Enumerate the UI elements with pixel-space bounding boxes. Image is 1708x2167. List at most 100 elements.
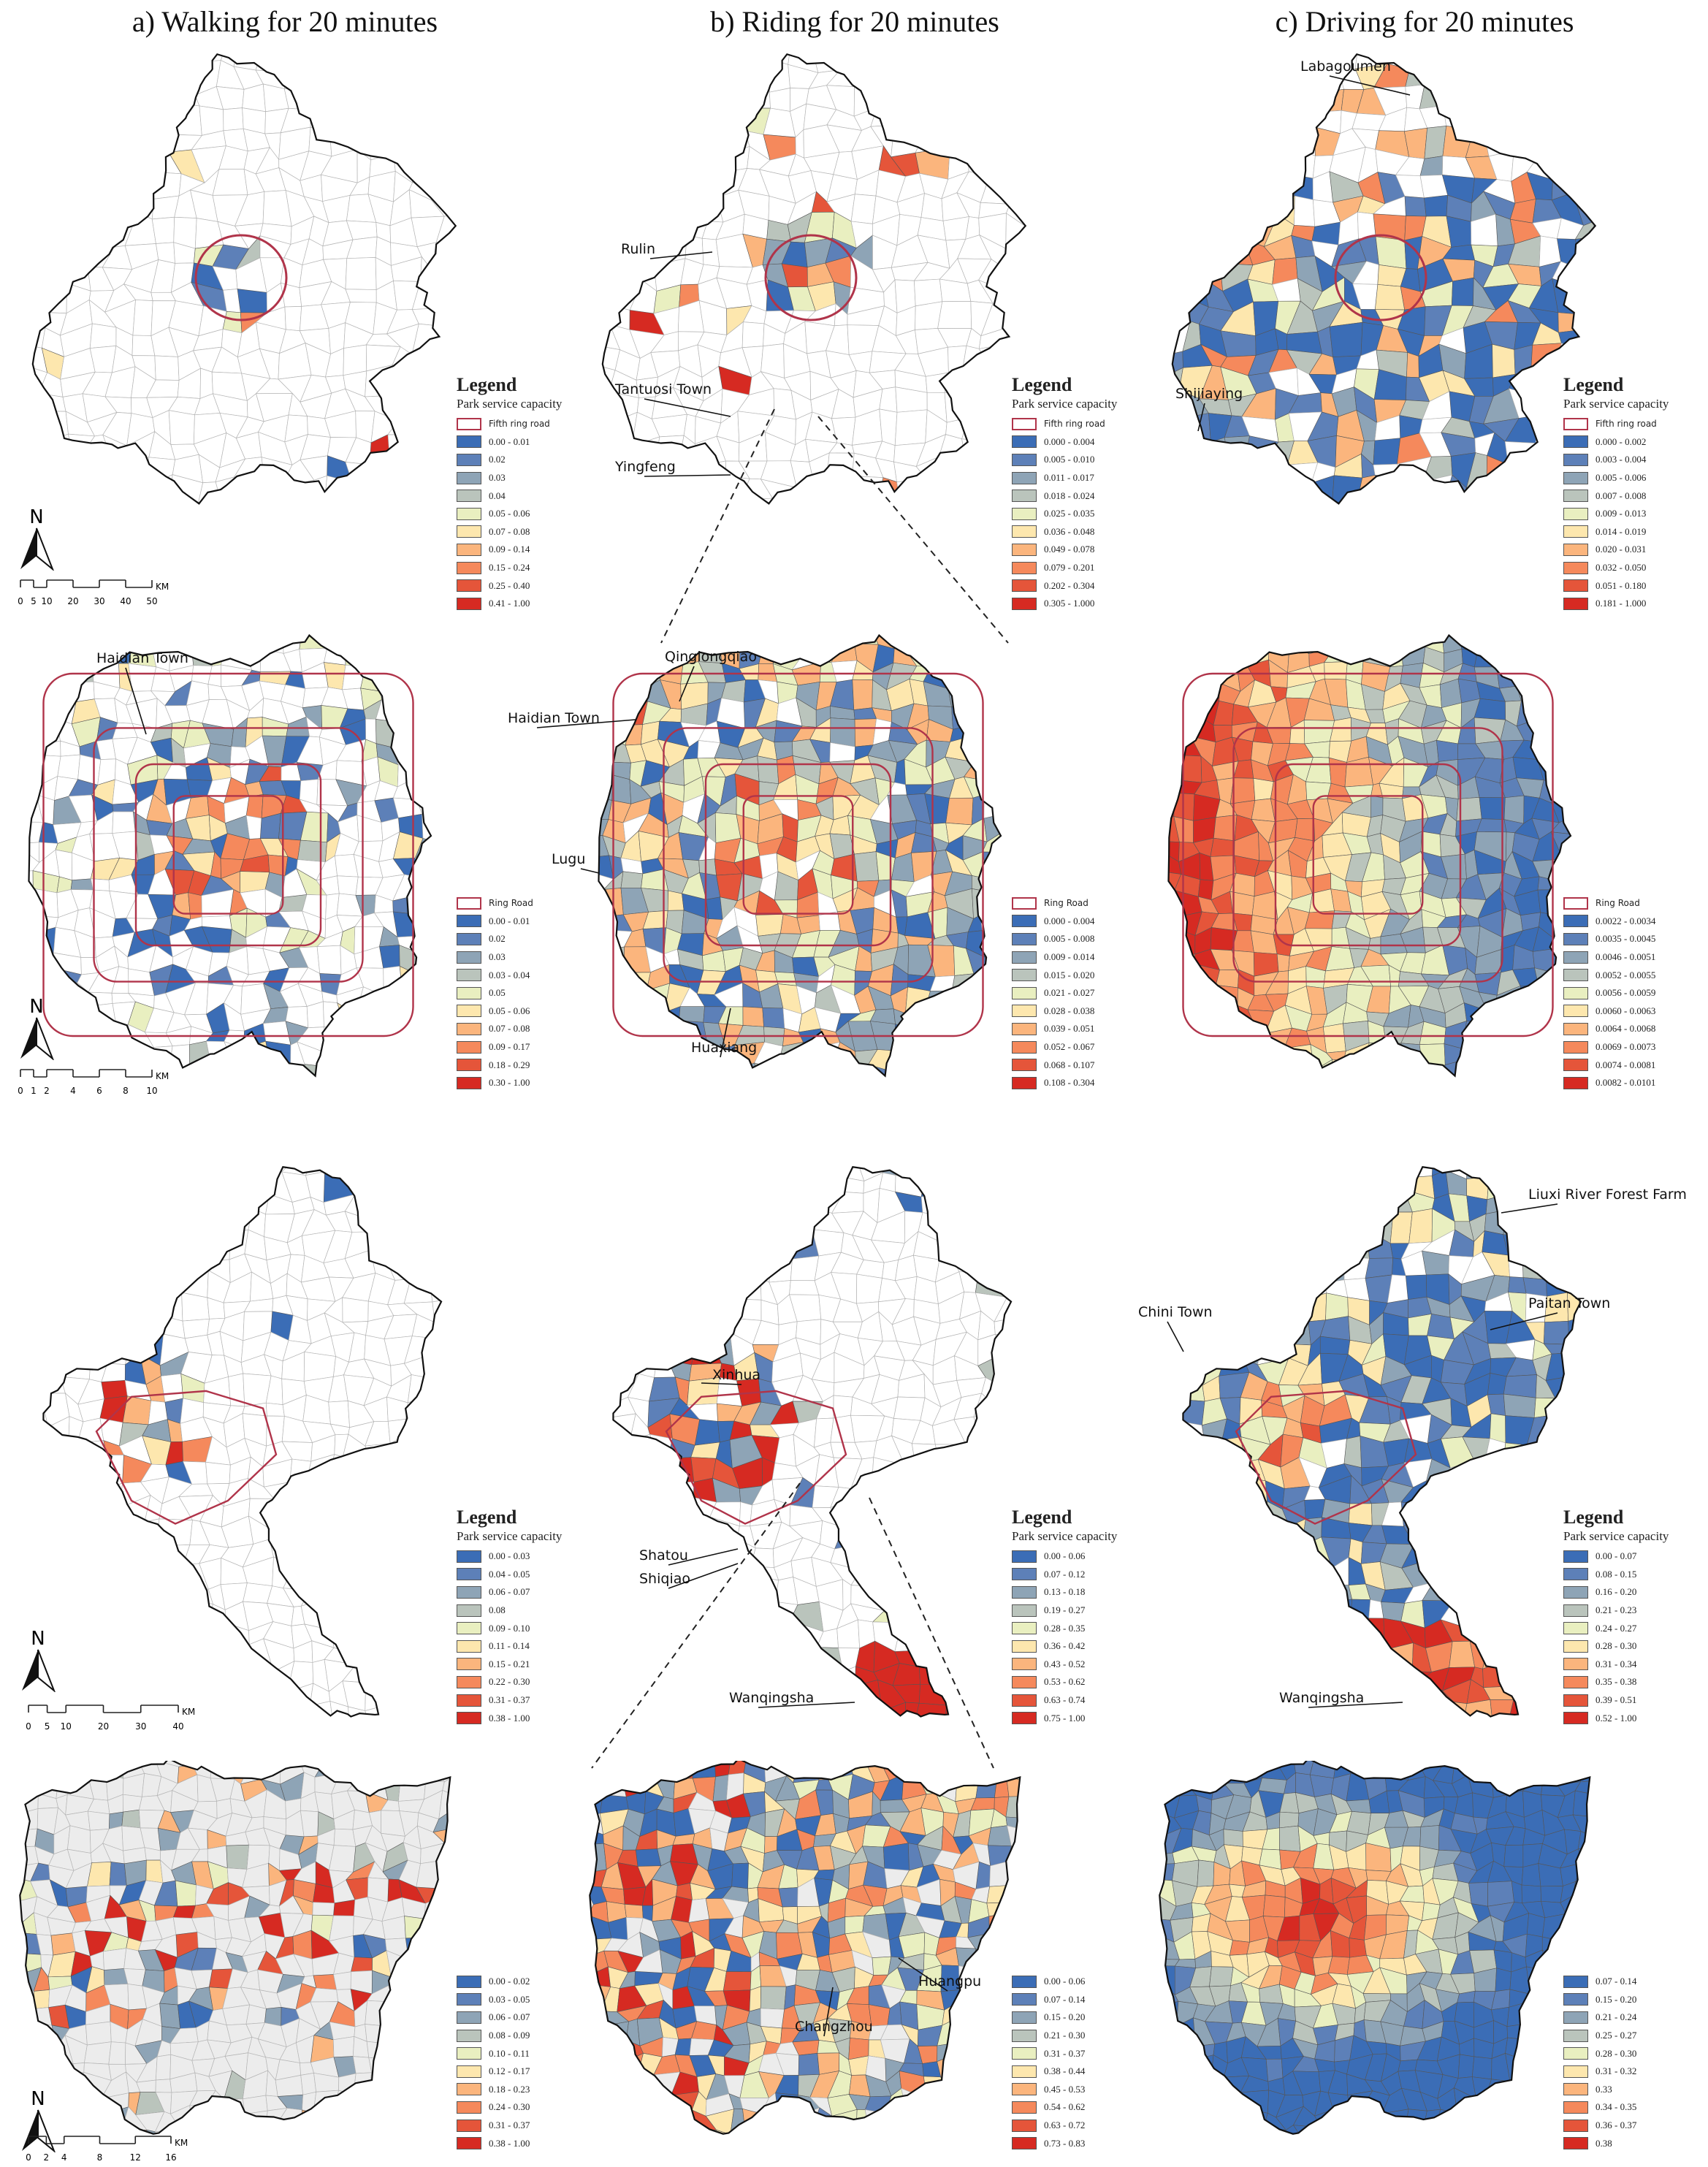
district bbox=[954, 1729, 986, 1732]
district bbox=[32, 111, 43, 127]
district bbox=[934, 1078, 951, 1081]
district bbox=[364, 2125, 391, 2134]
district bbox=[980, 81, 1015, 115]
district bbox=[794, 2147, 820, 2155]
district bbox=[1290, 86, 1314, 113]
district bbox=[432, 1298, 442, 1323]
district bbox=[387, 1458, 416, 1488]
district bbox=[955, 1214, 986, 1241]
district bbox=[62, 1272, 80, 1298]
district bbox=[929, 647, 950, 667]
district bbox=[746, 58, 770, 93]
district bbox=[43, 1537, 68, 1569]
district bbox=[451, 1297, 460, 1322]
district bbox=[1013, 102, 1026, 131]
district bbox=[370, 1517, 393, 1550]
district bbox=[85, 2021, 112, 2046]
district bbox=[430, 795, 432, 823]
district bbox=[760, 1986, 787, 2010]
district bbox=[812, 476, 837, 504]
district bbox=[309, 85, 332, 115]
district bbox=[668, 1252, 693, 1282]
district bbox=[430, 815, 432, 843]
district bbox=[700, 635, 722, 652]
district bbox=[690, 1257, 720, 1275]
district bbox=[448, 1398, 460, 1425]
district bbox=[697, 1167, 717, 1175]
district bbox=[941, 1543, 961, 1569]
district bbox=[1176, 61, 1204, 88]
district bbox=[1172, 102, 1192, 129]
district bbox=[985, 2087, 1008, 2115]
district bbox=[1003, 343, 1024, 374]
district bbox=[20, 2041, 39, 2063]
district bbox=[934, 1444, 967, 1463]
district bbox=[400, 1956, 420, 1978]
district bbox=[69, 479, 96, 504]
district bbox=[245, 2147, 264, 2155]
district bbox=[32, 287, 50, 313]
district bbox=[803, 500, 837, 504]
district bbox=[950, 1058, 974, 1076]
district bbox=[918, 1764, 939, 1781]
district bbox=[736, 1726, 760, 1732]
district bbox=[613, 1416, 614, 1444]
district bbox=[1016, 1291, 1030, 1317]
district bbox=[631, 1189, 653, 1224]
district bbox=[812, 1042, 841, 1067]
district bbox=[93, 1029, 120, 1050]
district bbox=[942, 635, 967, 650]
district bbox=[440, 1894, 451, 1916]
district bbox=[602, 259, 619, 292]
district bbox=[445, 1460, 460, 1482]
district bbox=[810, 1730, 837, 1732]
district bbox=[289, 1705, 310, 1717]
district bbox=[650, 1668, 670, 1691]
city-boundary bbox=[19, 1761, 451, 2135]
district bbox=[868, 2125, 893, 2134]
district bbox=[1021, 1355, 1030, 1386]
district bbox=[408, 433, 444, 468]
district bbox=[357, 1078, 381, 1081]
district bbox=[124, 481, 159, 503]
district bbox=[613, 1618, 619, 1646]
district bbox=[58, 1559, 85, 1584]
district bbox=[727, 1561, 760, 1591]
district bbox=[980, 635, 1002, 641]
district bbox=[809, 1700, 845, 1717]
district bbox=[760, 1190, 781, 1218]
district bbox=[613, 1300, 633, 1325]
district bbox=[690, 1218, 720, 1240]
district bbox=[988, 872, 1002, 900]
district bbox=[590, 1761, 610, 1778]
district bbox=[636, 2074, 655, 2098]
district bbox=[434, 1913, 451, 1935]
district bbox=[682, 61, 708, 91]
district bbox=[1250, 145, 1271, 180]
district bbox=[985, 479, 1013, 504]
district bbox=[76, 1580, 110, 1609]
district bbox=[87, 1810, 110, 1831]
district bbox=[712, 1293, 735, 1319]
district bbox=[925, 2130, 942, 2134]
district bbox=[116, 1540, 141, 1571]
district bbox=[259, 498, 289, 504]
district bbox=[958, 1498, 986, 1526]
district bbox=[56, 1764, 76, 1783]
district bbox=[366, 2041, 392, 2060]
district bbox=[739, 635, 764, 644]
district bbox=[699, 103, 727, 130]
district bbox=[760, 635, 780, 645]
district bbox=[412, 509, 442, 511]
district bbox=[454, 191, 456, 219]
district bbox=[429, 1338, 442, 1360]
district bbox=[434, 852, 438, 877]
district bbox=[652, 2130, 682, 2134]
district bbox=[1172, 197, 1178, 226]
district bbox=[700, 145, 723, 182]
district bbox=[598, 641, 609, 673]
district bbox=[104, 1273, 130, 1297]
district bbox=[305, 1079, 323, 1081]
district bbox=[305, 54, 335, 66]
district bbox=[224, 2098, 245, 2117]
